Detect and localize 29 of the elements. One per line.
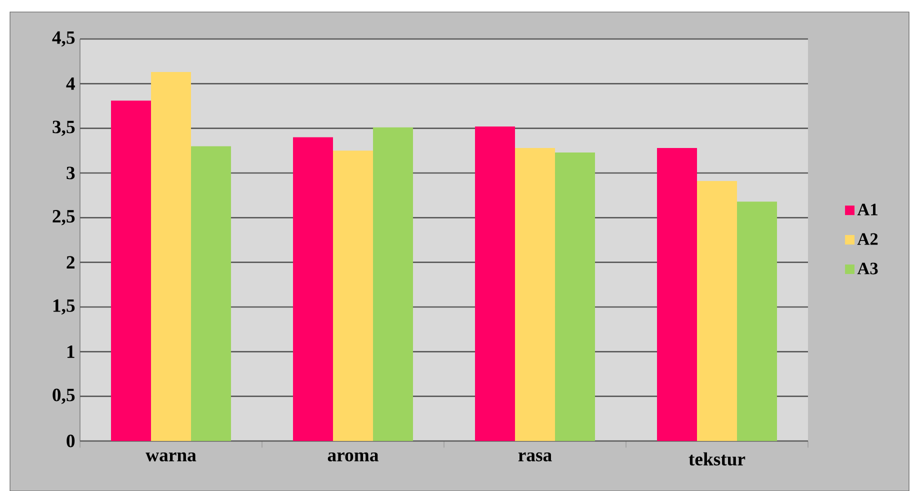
legend-label: A3 bbox=[857, 262, 878, 274]
y-tick-label: 1,5 bbox=[53, 299, 75, 315]
bar bbox=[656, 148, 697, 441]
bar bbox=[373, 127, 413, 441]
y-tick-label: 2 bbox=[66, 256, 74, 268]
bar bbox=[475, 126, 515, 441]
y-tick-label: 3 bbox=[66, 166, 75, 180]
bar bbox=[515, 148, 555, 441]
y-tick-label: 1 bbox=[67, 345, 74, 358]
x-tick-label: rasa bbox=[518, 452, 552, 462]
bar bbox=[111, 100, 152, 441]
bar bbox=[191, 146, 232, 441]
y-tick-label: 4,5 bbox=[52, 31, 75, 47]
legend-label: A2 bbox=[857, 233, 878, 245]
bar bbox=[697, 181, 737, 441]
bar bbox=[151, 72, 192, 441]
legend-label: A1 bbox=[857, 204, 878, 216]
y-tick-label: 4 bbox=[66, 78, 75, 90]
y-tick-label: 3,5 bbox=[52, 120, 75, 136]
y-tick-label: 2,5 bbox=[52, 210, 75, 226]
bar bbox=[333, 150, 374, 441]
y-tick-label: 0 bbox=[66, 434, 75, 448]
bar bbox=[293, 137, 333, 441]
x-tick-label: warna bbox=[146, 452, 196, 462]
bar bbox=[555, 152, 595, 441]
bar bbox=[737, 202, 777, 441]
x-tick-label: aroma bbox=[328, 452, 378, 462]
y-tick-label: 0,5 bbox=[52, 388, 75, 404]
x-tick-label: tekstur bbox=[688, 452, 746, 466]
